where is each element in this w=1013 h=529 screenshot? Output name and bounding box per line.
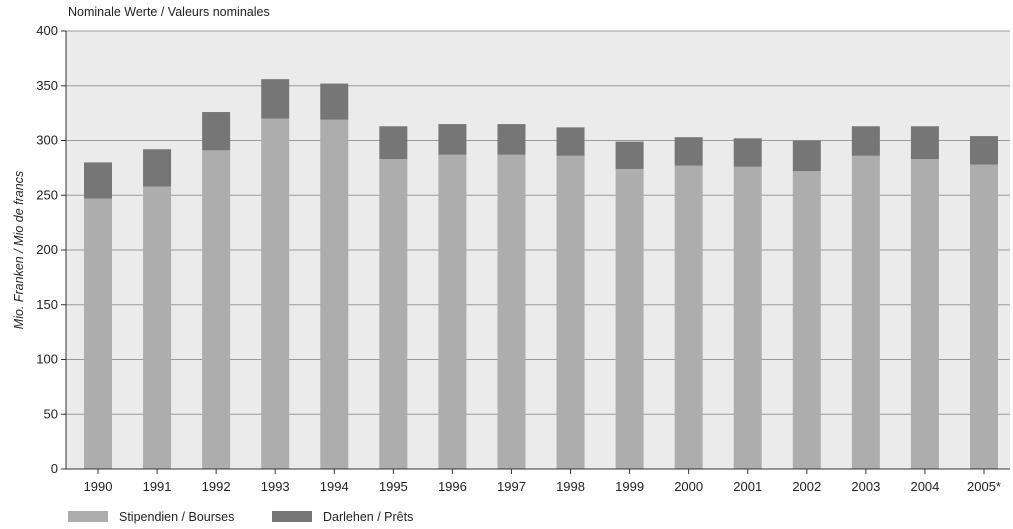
- x-axis: 1990 1991 1992 1993 1994 1995 1996 1997 1998 1999…: [66, 468, 1010, 494]
- bar-stipendien: [970, 164, 998, 469]
- bar-stipendien: [320, 119, 349, 469]
- bar-stipendien: [851, 155, 880, 469]
- bar-darlehen: [733, 138, 762, 167]
- bar-darlehen: [379, 126, 408, 160]
- legend-swatch: [68, 511, 108, 522]
- y-tick-label: 350: [36, 78, 58, 93]
- bar-darlehen: [202, 112, 231, 151]
- bar-darlehen: [143, 149, 172, 187]
- x-tick-label: 2003: [851, 479, 880, 494]
- x-tick-label: 1993: [261, 479, 290, 494]
- chart-subtitle: Nominale Werte / Valeurs nominales: [68, 5, 270, 19]
- bar-darlehen: [556, 127, 585, 156]
- y-tick-label: 400: [36, 23, 58, 38]
- bar-darlehen: [84, 162, 112, 199]
- bars: [84, 79, 998, 470]
- bar-stipendien: [438, 154, 467, 470]
- bar-stipendien: [615, 168, 644, 469]
- bar-stipendien: [379, 159, 408, 470]
- bar-stipendien: [910, 159, 939, 470]
- bar-stipendien: [674, 165, 703, 469]
- y-tick-label: 100: [36, 352, 58, 367]
- legend-swatch: [272, 511, 312, 522]
- bar-stipendien: [497, 154, 526, 470]
- y-tick-label: 150: [36, 297, 58, 312]
- y-axis-title: Mio. Franken / Mio de francs: [12, 171, 26, 329]
- x-tick-label: 2004: [910, 479, 939, 494]
- y-tick-label: 250: [36, 187, 58, 202]
- x-tick-label: 1994: [320, 479, 349, 494]
- bar-stipendien: [84, 198, 112, 469]
- bar-darlehen: [438, 124, 467, 155]
- x-tick-label: 1998: [556, 479, 585, 494]
- x-tick-label: 1996: [438, 479, 467, 494]
- y-tick-label: 200: [36, 242, 58, 257]
- x-tick-label: 1992: [202, 479, 231, 494]
- bar-darlehen: [970, 136, 998, 165]
- bar-stipendien: [261, 118, 290, 469]
- y-axis: 0 50 100 150 200 250 300 350 400: [36, 23, 67, 476]
- y-tick-label: 0: [51, 461, 58, 476]
- bar-stipendien: [556, 155, 585, 469]
- x-tick-label: 1997: [497, 479, 526, 494]
- y-tick-label: 300: [36, 133, 58, 148]
- x-tick-label: 1999: [615, 479, 644, 494]
- bar-darlehen: [615, 141, 644, 169]
- bar-stipendien: [792, 171, 821, 469]
- bar-stipendien: [202, 150, 231, 470]
- legend-label: Darlehen / Prêts: [323, 510, 413, 524]
- x-tick-label: 2001: [733, 479, 762, 494]
- bar-darlehen: [792, 140, 821, 172]
- x-tick-label: 1990: [84, 479, 113, 494]
- bar-stipendien: [733, 166, 762, 469]
- x-tick-label: 2005*: [967, 479, 1001, 494]
- bar-darlehen: [261, 79, 290, 119]
- x-tick-label: 2002: [792, 479, 821, 494]
- bar-darlehen: [851, 126, 880, 156]
- bar-stipendien: [143, 186, 172, 470]
- bar-darlehen: [497, 124, 526, 155]
- x-tick-label: 2000: [674, 479, 703, 494]
- y-tick-label: 50: [44, 406, 58, 421]
- legend-label: Stipendien / Bourses: [119, 510, 234, 524]
- bar-darlehen: [674, 137, 703, 166]
- x-tick-label: 1991: [143, 479, 172, 494]
- legend: Stipendien / Bourses Darlehen / Prêts: [68, 510, 413, 524]
- x-tick-label: 1995: [379, 479, 408, 494]
- bar-darlehen: [910, 126, 939, 160]
- bar-darlehen: [320, 83, 349, 120]
